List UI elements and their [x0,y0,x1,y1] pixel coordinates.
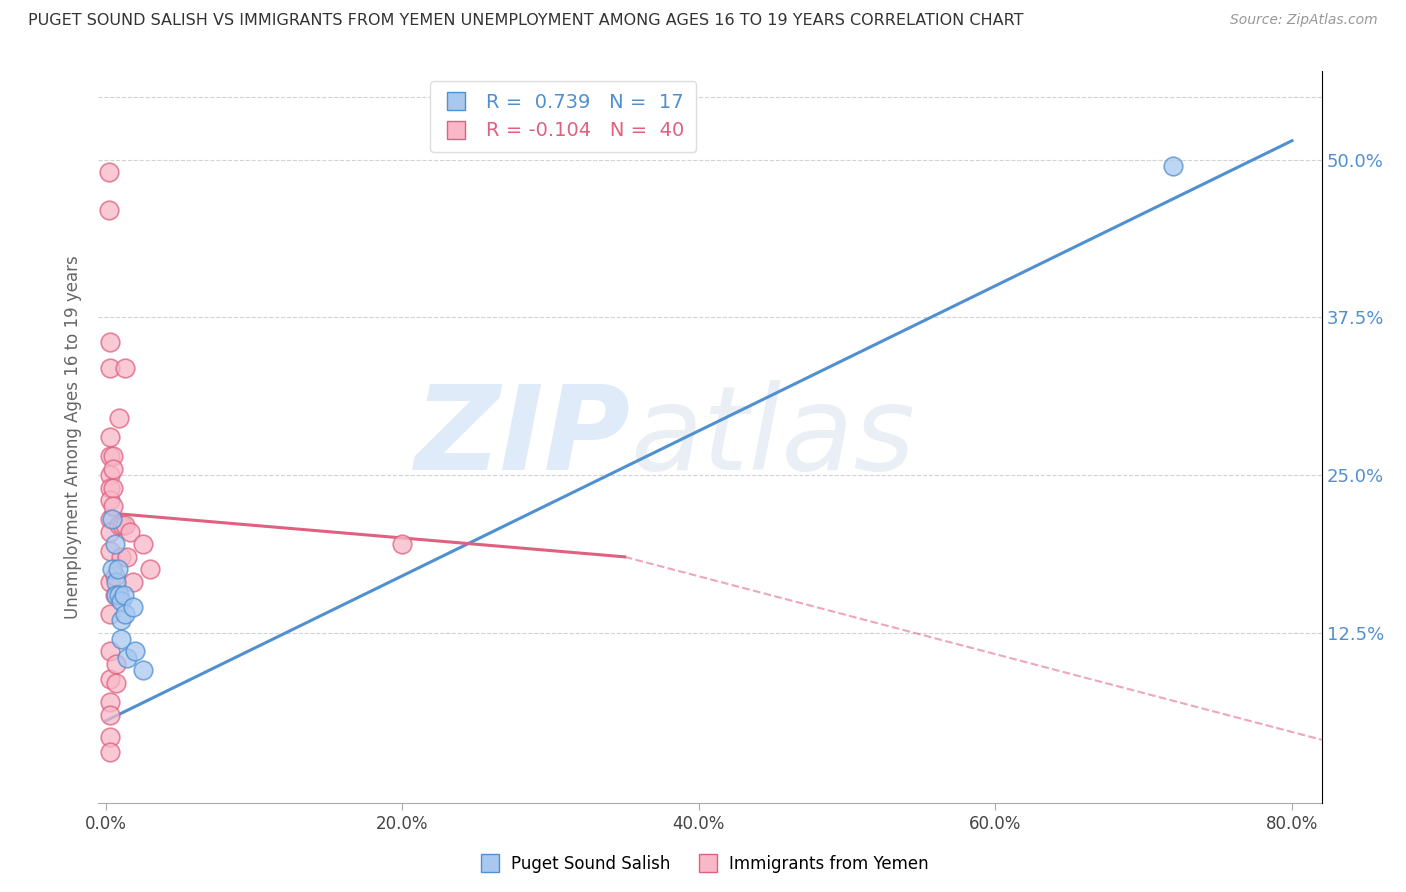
Point [110,549,132,564]
Point [105,575,128,590]
Point [98,575,121,590]
Point [118,524,141,539]
Point [124,644,146,658]
Point [98,543,121,558]
Point [110,594,132,608]
Point [107,562,129,576]
Point [98,730,121,744]
Point [121,575,143,590]
Point [114,360,136,375]
Point [108,518,131,533]
Y-axis label: Unemployment Among Ages 16 to 19 years: Unemployment Among Ages 16 to 19 years [65,255,83,619]
Point [132,537,155,551]
Point [98,360,121,375]
Point [104,537,127,551]
Point [98,467,121,482]
Point [121,600,143,615]
Text: PUGET SOUND SALISH VS IMMIGRANTS FROM YEMEN UNEMPLOYMENT AMONG AGES 16 TO 19 YEA: PUGET SOUND SALISH VS IMMIGRANTS FROM YE… [28,13,1024,29]
Point [105,676,128,690]
Point [98,335,121,350]
Point [114,518,136,533]
Point [100,512,122,526]
Point [110,632,132,646]
Point [98,672,121,686]
Point [115,549,138,564]
Point [97,203,120,218]
Point [111,518,134,533]
Point [105,657,128,671]
Point [98,430,121,444]
Point [1163,159,1185,173]
Point [97,165,120,179]
Point [103,461,125,475]
Point [108,411,131,425]
Point [98,607,121,621]
Point [98,707,121,722]
Point [98,695,121,709]
Point [103,500,125,514]
Point [98,481,121,495]
Legend: Puget Sound Salish, Immigrants from Yemen: Puget Sound Salish, Immigrants from Yeme… [471,848,935,880]
Point [104,569,127,583]
Legend: R =  0.739   N =  17, R = -0.104   N =  40: R = 0.739 N = 17, R = -0.104 N = 40 [430,81,696,153]
Point [105,588,128,602]
Point [98,512,121,526]
Text: atlas: atlas [630,380,915,494]
Point [112,588,135,602]
Point [104,588,127,602]
Point [132,664,155,678]
Point [98,644,121,658]
Point [103,481,125,495]
Text: Source: ZipAtlas.com: Source: ZipAtlas.com [1230,13,1378,28]
Point [100,562,122,576]
Point [110,613,132,627]
Text: ZIP: ZIP [415,380,630,494]
Point [103,449,125,463]
Point [98,493,121,508]
Point [98,524,121,539]
Point [98,745,121,759]
Point [108,588,131,602]
Point [114,607,136,621]
Point [115,650,138,665]
Point [139,562,162,576]
Point [391,537,413,551]
Point [98,449,121,463]
